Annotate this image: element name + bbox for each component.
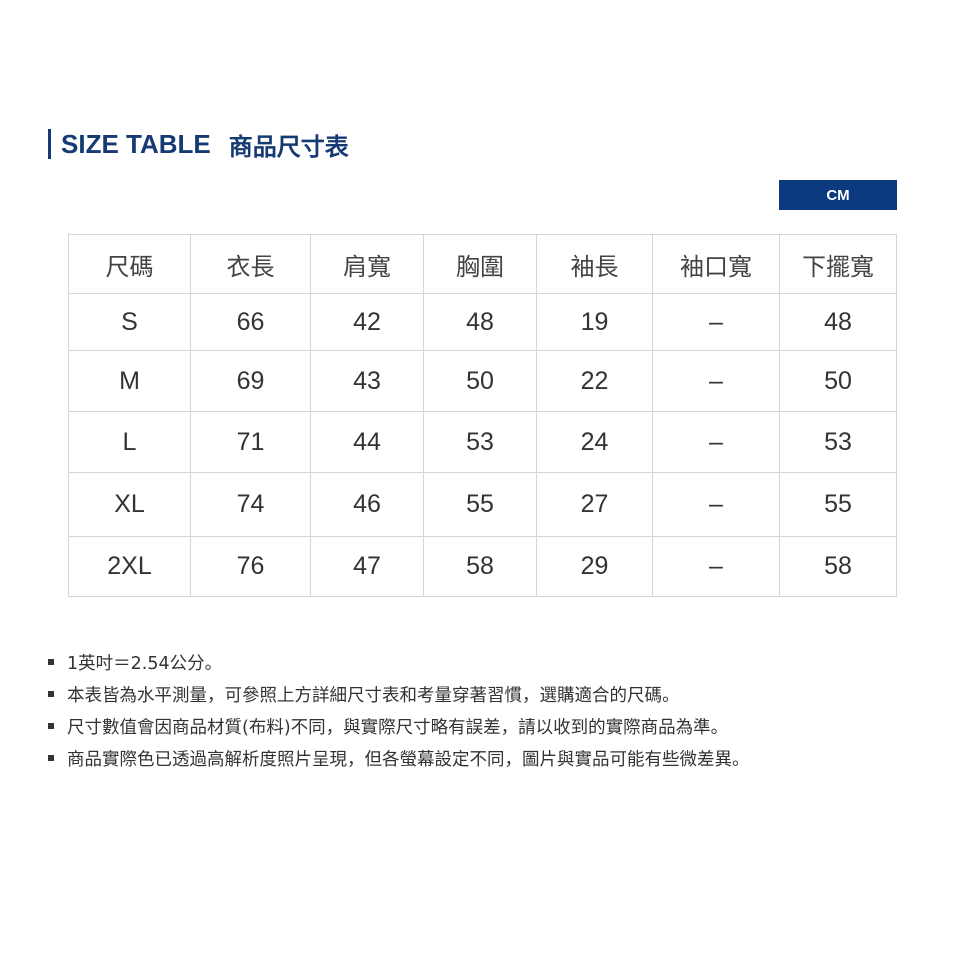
table-cell: – bbox=[652, 536, 780, 597]
table-cell: – bbox=[652, 293, 780, 351]
table-cell: 74 bbox=[190, 472, 311, 537]
unit-badge: CM bbox=[779, 180, 897, 210]
table-cell: M bbox=[68, 350, 191, 412]
note-item: 本表皆為水平測量，可參照上方詳細尺寸表和考量穿著習慣，選購適合的尺碼。 bbox=[48, 678, 750, 710]
table-cell: 71 bbox=[190, 411, 311, 473]
bullet-square-icon bbox=[48, 659, 54, 665]
table-cell: 44 bbox=[310, 411, 424, 473]
table-cell: 55 bbox=[423, 472, 537, 537]
table-cell: 76 bbox=[190, 536, 311, 597]
table-cell: 22 bbox=[536, 350, 653, 412]
note-item: 商品實際色已透過高解析度照片呈現，但各螢幕設定不同，圖片與實品可能有些微差異。 bbox=[48, 742, 750, 774]
note-text: 本表皆為水平測量，可參照上方詳細尺寸表和考量穿著習慣，選購適合的尺碼。 bbox=[67, 685, 680, 706]
table-cell: 2XL bbox=[68, 536, 191, 597]
column-header: 袖口寬 bbox=[652, 234, 780, 294]
title-accent-bar bbox=[48, 129, 51, 159]
table-cell: 29 bbox=[536, 536, 653, 597]
bullet-square-icon bbox=[48, 755, 54, 761]
table-header-row: 尺碼 衣長 肩寬 胸圍 袖長 袖口寬 下擺寬 bbox=[68, 234, 897, 294]
column-header: 袖長 bbox=[536, 234, 653, 294]
table-cell: 48 bbox=[779, 293, 897, 351]
table-cell: 55 bbox=[779, 472, 897, 537]
table-cell: 47 bbox=[310, 536, 424, 597]
table-cell: 69 bbox=[190, 350, 311, 412]
table-cell: 24 bbox=[536, 411, 653, 473]
table-cell: 53 bbox=[779, 411, 897, 473]
title-zh: 商品尺寸表 bbox=[228, 132, 349, 161]
column-header: 胸圍 bbox=[423, 234, 537, 294]
column-header: 下擺寬 bbox=[779, 234, 897, 294]
table-cell: 46 bbox=[310, 472, 424, 537]
table-cell: S bbox=[68, 293, 191, 351]
note-text: 尺寸數值會因商品材質(布料)不同，與實際尺寸略有誤差，請以收到的實際商品為準。 bbox=[67, 717, 729, 738]
bullet-square-icon bbox=[48, 691, 54, 697]
table-cell: XL bbox=[68, 472, 191, 537]
table-row: XL 74 46 55 27–55 bbox=[68, 472, 897, 537]
size-table: 尺碼 衣長 肩寬 胸圍 袖長 袖口寬 下擺寬 S 66 42 48 19–48 M 69 43 50 22–5… bbox=[68, 234, 897, 597]
table-row: 2XL 76 47 58 29–58 bbox=[68, 536, 897, 597]
note-item: 1英吋＝2.54公分。 bbox=[48, 646, 750, 678]
table-cell: – bbox=[652, 350, 780, 412]
table-cell: 53 bbox=[423, 411, 537, 473]
table-cell: 27 bbox=[536, 472, 653, 537]
column-header: 肩寬 bbox=[310, 234, 424, 294]
table-cell: L bbox=[68, 411, 191, 473]
table-cell: 58 bbox=[779, 536, 897, 597]
table-cell: 42 bbox=[310, 293, 424, 351]
note-item: 尺寸數值會因商品材質(布料)不同，與實際尺寸略有誤差，請以收到的實際商品為準。 bbox=[48, 710, 750, 742]
table-row: L 71 44 53 24–53 bbox=[68, 411, 897, 473]
notes-list: 1英吋＝2.54公分。本表皆為水平測量，可參照上方詳細尺寸表和考量穿著習慣，選購… bbox=[48, 646, 750, 774]
table-cell: 43 bbox=[310, 350, 424, 412]
table-cell: 50 bbox=[423, 350, 537, 412]
note-text: 1英吋＝2.54公分。 bbox=[67, 653, 223, 674]
column-header: 尺碼 bbox=[68, 234, 191, 294]
table-cell: 48 bbox=[423, 293, 537, 351]
table-cell: – bbox=[652, 411, 780, 473]
table-cell: 58 bbox=[423, 536, 537, 597]
table-row: S 66 42 48 19–48 bbox=[68, 293, 897, 351]
table-cell: 19 bbox=[536, 293, 653, 351]
table-cell: – bbox=[652, 472, 780, 537]
column-header: 衣長 bbox=[190, 234, 311, 294]
table-cell: 66 bbox=[190, 293, 311, 351]
bullet-square-icon bbox=[48, 723, 54, 729]
page-title: SIZE TABLE 商品尺寸表 bbox=[48, 128, 349, 161]
note-text: 商品實際色已透過高解析度照片呈現，但各螢幕設定不同，圖片與實品可能有些微差異。 bbox=[67, 749, 750, 770]
title-en: SIZE TABLE bbox=[61, 128, 211, 159]
table-cell: 50 bbox=[779, 350, 897, 412]
table-row: M 69 43 50 22–50 bbox=[68, 350, 897, 412]
